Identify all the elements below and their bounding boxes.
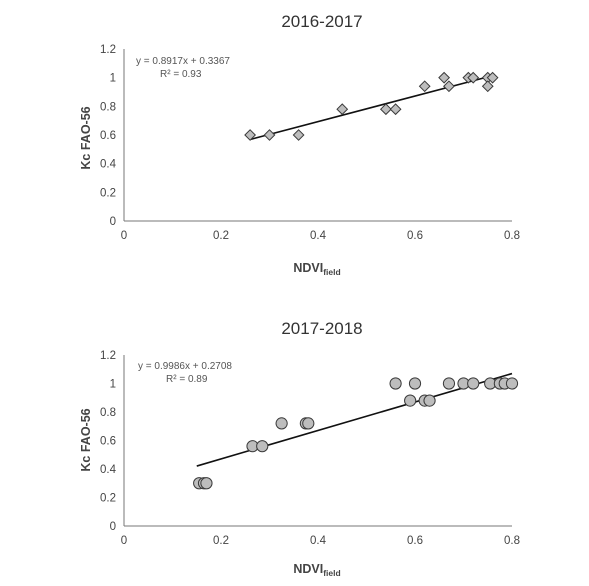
data-point-diamond	[481, 80, 494, 93]
y-tick-label: 0.6	[100, 130, 116, 142]
y-tick-label: 0	[110, 521, 116, 533]
data-point-circle	[408, 377, 422, 390]
y-tick-label: 1.2	[100, 350, 116, 362]
x-tick-label: 0.6	[407, 230, 423, 242]
x-axis-title: NDVIfield	[293, 562, 340, 578]
svg-text:Kc FAO-56: Kc FAO-56	[79, 106, 93, 169]
x-tick-label: 0	[121, 535, 127, 547]
data-point-diamond	[438, 71, 451, 84]
tick-labels: 0 0.2 0.4 0.6 0.8 1 1.2 0 0.2 0.4 0.6 0.8	[100, 44, 520, 242]
r-squared-label: R² = 0.93	[160, 69, 202, 80]
y-tick-label: 0	[110, 216, 116, 228]
y-axis-title: Kc FAO-56	[79, 408, 93, 471]
data-point-circle	[302, 417, 315, 430]
data-point-circle	[505, 377, 519, 390]
tick-labels: 0 0.2 0.4 0.6 0.8 1 1.2 0 0.2 0.4 0.6 0.8	[100, 350, 520, 547]
chart-2016-2017: 2016-2017 Kc FAO-56 NDVIfield y = 0.8917…	[79, 12, 520, 277]
data-point-circle	[467, 377, 480, 390]
data-point-circle	[442, 377, 456, 390]
data-point-circle	[389, 377, 402, 390]
y-tick-label: 1	[110, 73, 116, 85]
data-point-diamond	[336, 103, 349, 116]
y-tick-label: 0.2	[100, 187, 116, 199]
x-tick-label: 0.4	[310, 230, 327, 242]
y-tick-label: 0.4	[100, 464, 117, 476]
r-squared-label: R² = 0.89	[166, 374, 208, 385]
chart-title: 2016-2017	[281, 12, 362, 31]
chart-2017-2018: 2017-2018 Kc FAO-56 NDVIfield y = 0.9986…	[79, 319, 520, 578]
x-axis-title: NDVIfield	[293, 261, 340, 277]
data-point-circle	[200, 477, 213, 490]
data-points	[193, 377, 519, 490]
svg-text:Kc FAO-56: Kc FAO-56	[79, 408, 93, 471]
x-tick-label: 0.8	[504, 535, 520, 547]
y-tick-label: 1.2	[100, 44, 116, 56]
x-tick-label: 0.8	[504, 230, 520, 242]
x-tick-label: 0.2	[213, 230, 229, 242]
data-point-diamond	[418, 80, 431, 93]
y-axis-title: Kc FAO-56	[79, 106, 93, 169]
trendline	[249, 74, 493, 141]
data-point-diamond	[292, 129, 305, 141]
y-tick-label: 0.6	[100, 436, 116, 448]
regression-equation: y = 0.9986x + 0.2708	[138, 361, 232, 372]
chart-title: 2017-2018	[281, 319, 362, 338]
y-tick-label: 1	[110, 379, 116, 391]
y-tick-label: 0.8	[100, 101, 116, 113]
data-point-diamond	[263, 129, 276, 141]
data-point-diamond	[486, 71, 499, 84]
y-tick-label: 0.8	[100, 407, 116, 419]
data-point-circle	[404, 394, 417, 407]
data-point-diamond	[244, 129, 257, 141]
data-point-circle	[256, 440, 269, 453]
regression-equation: y = 0.8917x + 0.3367	[136, 56, 230, 67]
data-points	[244, 71, 499, 141]
data-point-diamond	[467, 71, 480, 84]
data-point-diamond	[389, 103, 402, 116]
x-tick-label: 0.4	[310, 535, 327, 547]
y-tick-label: 0.2	[100, 493, 116, 505]
data-point-circle	[275, 417, 288, 430]
x-tick-label: 0.6	[407, 535, 423, 547]
x-tick-label: 0.2	[213, 535, 229, 547]
data-point-diamond	[443, 80, 455, 93]
data-point-circle	[423, 394, 436, 407]
x-tick-label: 0	[121, 230, 127, 242]
y-tick-label: 0.4	[100, 159, 117, 171]
data-point-diamond	[379, 103, 392, 116]
